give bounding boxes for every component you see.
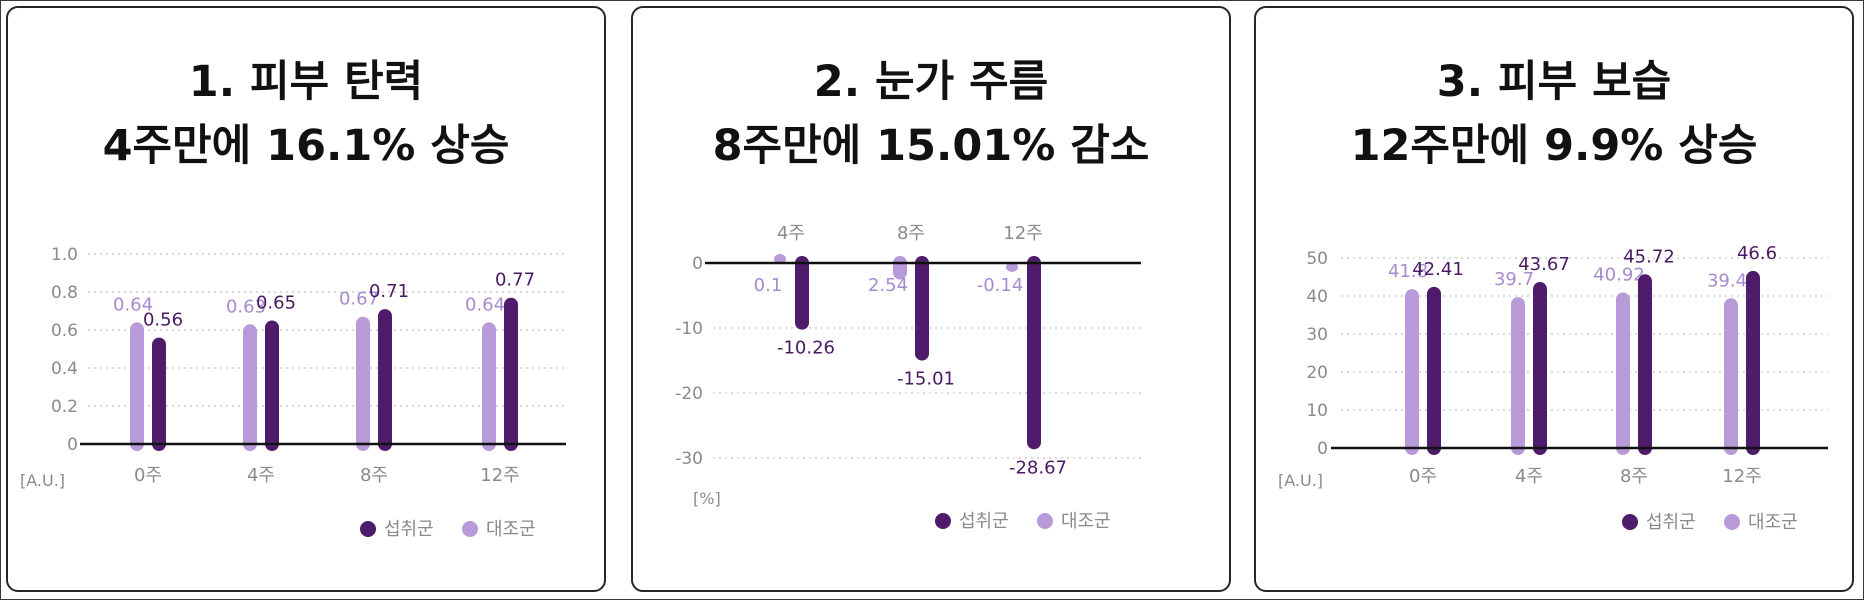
control-bar: [482, 322, 496, 451]
treatment-bar: [915, 256, 929, 361]
data-label: 0.1: [754, 275, 783, 296]
data-label: 41.8: [1388, 261, 1428, 282]
x-category-label: 12주: [1722, 466, 1761, 487]
treatment-bar: [1533, 282, 1547, 455]
treatment-bar: [265, 320, 279, 451]
chart-title-line: 8주만에 15.01% 감소: [713, 121, 1150, 171]
legend-label-control: 대조군: [486, 519, 536, 540]
chart-title-line: 3. 피부 보습: [1437, 57, 1671, 107]
legend-label-treatment: 섭취군: [959, 511, 1009, 532]
y-tick-label: 0: [1317, 439, 1328, 459]
legend-label-treatment: 섭취군: [1646, 512, 1696, 533]
data-label: 40.92: [1593, 265, 1645, 286]
data-label: 46.6: [1737, 243, 1777, 264]
data-label: -10.26: [777, 338, 835, 359]
axis-unit-label: [A.U.]: [1278, 471, 1323, 490]
data-label: 42.41: [1412, 259, 1464, 280]
treatment-bar: [504, 297, 518, 451]
y-tick-label: 1.0: [51, 245, 78, 265]
x-category-label: 4주: [1515, 466, 1543, 487]
y-tick-label: 0.8: [51, 283, 78, 303]
y-tick-label: -10: [675, 319, 703, 339]
x-category-label: 12주: [1003, 223, 1042, 244]
chart-panel-moisture: 3. 피부 보습 12주만에 9.9% 상승 0 10 20 30 40 50 41.8 39.7…: [1254, 6, 1854, 592]
treatment-bar: [1027, 256, 1041, 450]
y-tick-label: 10: [1306, 401, 1328, 421]
control-bar: [1511, 297, 1525, 455]
chart-panel-elasticity: 1. 피부 탄력 4주만에 16.1% 상승 0 0.2 0.4 0.6 0.8 1.0 0.6…: [6, 6, 606, 592]
data-label: 2.54: [868, 275, 908, 296]
y-tick-label: 0.6: [51, 321, 78, 341]
data-label: -15.01: [897, 369, 955, 390]
data-label: 0.71: [369, 281, 409, 302]
data-label: 0.67: [339, 289, 379, 310]
treatment-bar: [795, 256, 809, 330]
data-label: 39.4: [1707, 270, 1747, 291]
legend-swatch-treatment: [360, 521, 376, 537]
chart-svg-wrinkle: 2. 눈가 주름 8주만에 15.01% 감소 0 -10 -20 -30 0.1 2.54 -…: [675, 57, 1150, 532]
treatment-bar: [378, 309, 392, 451]
chart-svg-elasticity: 1. 피부 탄력 4주만에 16.1% 상승 0 0.2 0.4 0.6 0.8 1.0 0.6…: [20, 57, 566, 540]
x-category-label: 0주: [1409, 466, 1437, 487]
control-bar: [1006, 262, 1018, 272]
x-category-label: 8주: [360, 465, 388, 486]
legend-label-control: 대조군: [1748, 512, 1798, 533]
data-label: 0.56: [143, 310, 183, 331]
y-tick-label: 20: [1306, 363, 1328, 383]
treatment-bar: [1746, 270, 1760, 455]
control-bar: [1616, 292, 1630, 455]
y-tick-label: -20: [675, 384, 703, 404]
chart-title-line: 1. 피부 탄력: [189, 57, 423, 107]
x-category-label: 4주: [247, 465, 275, 486]
chart-panel-wrinkle: 2. 눈가 주름 8주만에 15.01% 감소 0 -10 -20 -30 0.1 2.54 -…: [631, 6, 1231, 592]
treatment-bar: [1427, 286, 1441, 455]
chart-svg-moisture: 3. 피부 보습 12주만에 9.9% 상승 0 10 20 30 40 50 41.8 39.7…: [1278, 57, 1828, 533]
y-tick-label: 30: [1306, 325, 1328, 345]
chart-title-line: 4주만에 16.1% 상승: [103, 121, 510, 171]
y-tick-label: 0: [692, 254, 703, 274]
data-label: 0.64: [113, 294, 153, 315]
chart-title-line: 12주만에 9.9% 상승: [1351, 121, 1758, 171]
data-label: 43.67: [1518, 254, 1570, 275]
legend-swatch-control: [1724, 514, 1740, 530]
y-tick-label: 0: [67, 435, 78, 455]
data-label: 39.7: [1494, 269, 1534, 290]
y-tick-label: -30: [675, 449, 703, 469]
y-tick-label: 50: [1306, 249, 1328, 269]
control-bar: [130, 322, 144, 451]
control-bar: [243, 324, 257, 451]
y-tick-label: 0.2: [51, 397, 78, 417]
data-label: 45.72: [1623, 246, 1675, 267]
y-tick-label: 40: [1306, 287, 1328, 307]
data-label: -28.67: [1009, 457, 1067, 478]
x-category-label: 8주: [1620, 466, 1648, 487]
y-tick-label: 0.4: [51, 359, 78, 379]
treatment-bar: [1638, 274, 1652, 455]
x-category-label: 4주: [777, 223, 805, 244]
control-bar: [1405, 289, 1419, 455]
axis-unit-label: [%]: [693, 489, 721, 508]
control-bar: [1724, 298, 1738, 455]
data-label: 0.77: [495, 270, 535, 291]
legend-label-control: 대조군: [1061, 511, 1111, 532]
chart-title-line: 2. 눈가 주름: [814, 57, 1048, 107]
legend-swatch-control: [462, 521, 478, 537]
legend-swatch-treatment: [1622, 514, 1638, 530]
treatment-bar: [152, 337, 166, 451]
control-bar: [774, 254, 786, 264]
x-category-label: 12주: [480, 465, 519, 486]
axis-unit-label: [A.U.]: [20, 471, 65, 490]
data-label: 0.64: [465, 294, 505, 315]
control-bar: [356, 316, 370, 451]
x-category-label: 0주: [134, 465, 162, 486]
data-label: 0.63: [226, 296, 266, 317]
legend-label-treatment: 섭취군: [384, 519, 434, 540]
data-label: -0.14: [977, 275, 1024, 296]
x-category-label: 8주: [897, 223, 925, 244]
legend-swatch-treatment: [935, 513, 951, 529]
data-label: 0.65: [256, 293, 296, 314]
legend-swatch-control: [1037, 513, 1053, 529]
